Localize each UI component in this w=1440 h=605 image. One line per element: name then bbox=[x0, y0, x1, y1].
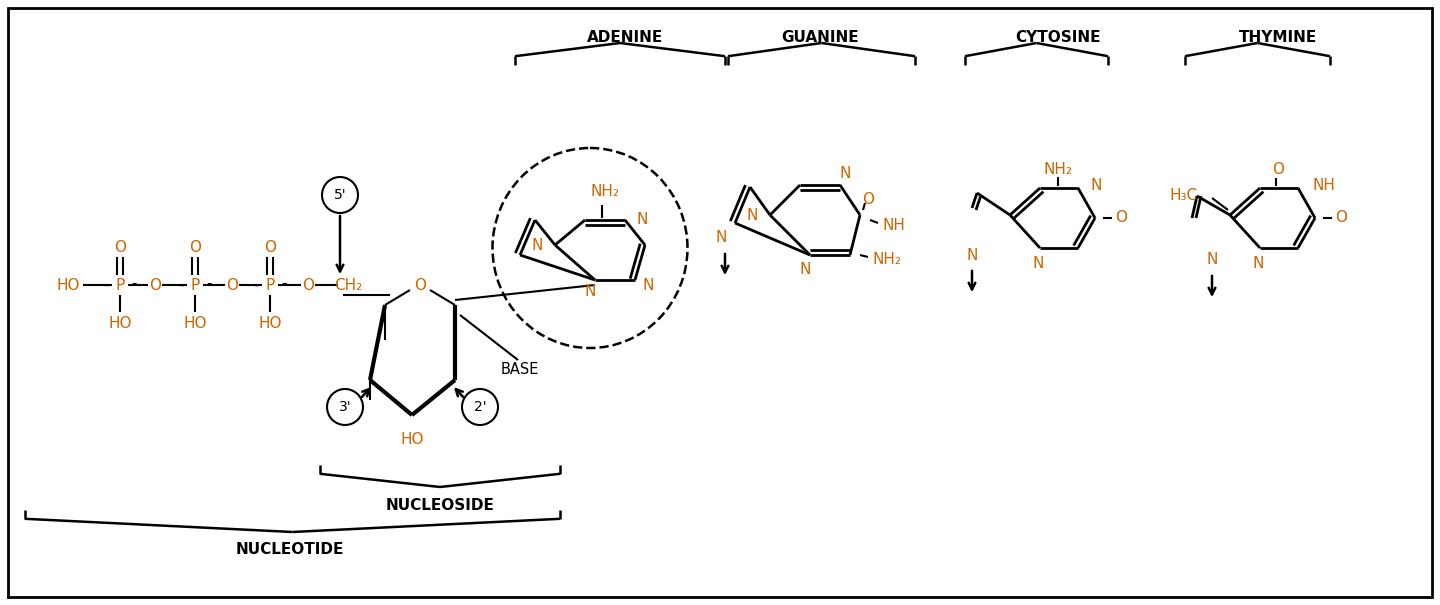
Text: 2': 2' bbox=[474, 400, 487, 414]
Text: N: N bbox=[1090, 178, 1102, 194]
Text: O: O bbox=[1335, 211, 1346, 226]
Text: NH₂: NH₂ bbox=[873, 252, 901, 267]
Text: 5': 5' bbox=[334, 188, 346, 202]
Text: HO: HO bbox=[108, 315, 131, 330]
Text: BASE: BASE bbox=[501, 362, 539, 378]
Text: N: N bbox=[1253, 255, 1264, 270]
Text: NUCLEOSIDE: NUCLEOSIDE bbox=[386, 497, 494, 512]
Text: -: - bbox=[253, 278, 259, 292]
Text: N: N bbox=[1207, 252, 1218, 267]
Text: O: O bbox=[114, 240, 127, 255]
Text: O: O bbox=[1272, 163, 1284, 177]
Text: GUANINE: GUANINE bbox=[780, 30, 858, 45]
Text: 3': 3' bbox=[338, 400, 351, 414]
Text: O: O bbox=[189, 240, 202, 255]
Text: -: - bbox=[206, 275, 212, 290]
Text: -: - bbox=[179, 278, 184, 292]
Text: N: N bbox=[585, 284, 596, 299]
Text: -: - bbox=[131, 275, 137, 290]
Text: O: O bbox=[264, 240, 276, 255]
Text: NH: NH bbox=[881, 218, 904, 232]
Text: O: O bbox=[415, 278, 426, 292]
Text: CYTOSINE: CYTOSINE bbox=[1015, 30, 1100, 45]
Text: THYMINE: THYMINE bbox=[1238, 30, 1318, 45]
Text: O: O bbox=[302, 278, 314, 292]
Text: NH: NH bbox=[1313, 178, 1336, 194]
Text: N: N bbox=[966, 247, 978, 263]
Text: P: P bbox=[190, 278, 200, 292]
Text: N: N bbox=[531, 238, 543, 252]
Text: H₃C: H₃C bbox=[1169, 188, 1198, 203]
Text: O: O bbox=[1115, 211, 1128, 226]
Text: N: N bbox=[1032, 255, 1044, 270]
Text: NUCLEOTIDE: NUCLEOTIDE bbox=[236, 543, 344, 557]
Text: N: N bbox=[799, 261, 811, 276]
Text: NH₂: NH₂ bbox=[1044, 163, 1073, 177]
Text: P: P bbox=[265, 278, 275, 292]
Text: HO: HO bbox=[258, 315, 282, 330]
Text: N: N bbox=[636, 212, 648, 227]
Text: -: - bbox=[104, 278, 109, 292]
Text: HO: HO bbox=[400, 433, 423, 448]
Text: ADENINE: ADENINE bbox=[588, 30, 664, 45]
Text: N: N bbox=[716, 231, 727, 246]
Text: P: P bbox=[115, 278, 125, 292]
Text: O: O bbox=[148, 278, 161, 292]
Text: HO: HO bbox=[56, 278, 79, 292]
Text: O: O bbox=[226, 278, 238, 292]
Text: HO: HO bbox=[183, 315, 207, 330]
Text: -: - bbox=[281, 275, 287, 290]
Text: N: N bbox=[840, 166, 851, 180]
Text: N: N bbox=[746, 208, 757, 223]
Text: O: O bbox=[863, 192, 874, 208]
Text: N: N bbox=[644, 278, 654, 292]
Text: NH₂: NH₂ bbox=[590, 185, 619, 200]
Text: CH₂: CH₂ bbox=[334, 278, 361, 292]
